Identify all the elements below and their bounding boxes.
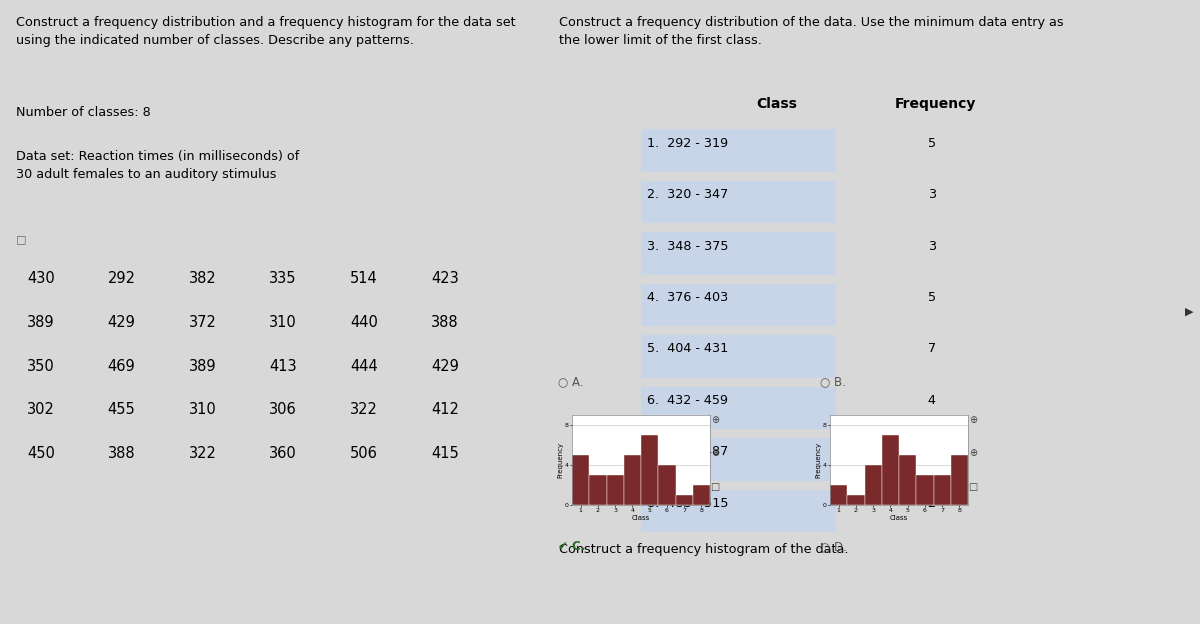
- Bar: [847, 495, 864, 505]
- Text: 306: 306: [270, 402, 298, 417]
- Text: ○ A.: ○ A.: [558, 375, 583, 388]
- Text: 450: 450: [26, 446, 55, 461]
- Text: 469: 469: [108, 359, 136, 374]
- Text: 360: 360: [270, 446, 298, 461]
- Bar: [589, 475, 606, 505]
- Text: ⊕: ⊕: [968, 448, 977, 458]
- FancyBboxPatch shape: [641, 232, 836, 275]
- Bar: [950, 455, 968, 505]
- Text: 350: 350: [26, 359, 55, 374]
- FancyBboxPatch shape: [641, 335, 836, 378]
- Text: 4.  376 - 403: 4. 376 - 403: [647, 291, 728, 304]
- Text: 444: 444: [350, 359, 378, 374]
- Text: 430: 430: [26, 271, 55, 286]
- Text: 310: 310: [270, 315, 298, 330]
- Text: 3: 3: [928, 188, 936, 201]
- FancyBboxPatch shape: [641, 387, 836, 429]
- Text: 6.  432 - 459: 6. 432 - 459: [647, 394, 727, 407]
- Text: □: □: [968, 482, 978, 492]
- Text: 7.  460 - 487: 7. 460 - 487: [647, 446, 728, 459]
- Text: 310: 310: [188, 402, 216, 417]
- Text: 389: 389: [26, 315, 54, 330]
- Bar: [692, 485, 710, 505]
- Bar: [899, 455, 917, 505]
- Text: □: □: [710, 482, 720, 492]
- Text: 415: 415: [431, 446, 458, 461]
- Bar: [917, 475, 934, 505]
- Bar: [934, 475, 950, 505]
- Text: 514: 514: [350, 271, 378, 286]
- Bar: [606, 475, 624, 505]
- Text: Frequency: Frequency: [895, 97, 977, 110]
- Text: ○ B.: ○ B.: [820, 375, 846, 388]
- Text: 1: 1: [928, 446, 936, 459]
- Text: 506: 506: [350, 446, 378, 461]
- Text: ⊕: ⊕: [710, 448, 719, 458]
- Text: ○ D.: ○ D.: [820, 540, 847, 553]
- Text: 1.  292 - 319: 1. 292 - 319: [647, 137, 727, 150]
- Text: 5: 5: [928, 137, 936, 150]
- Text: 423: 423: [431, 271, 458, 286]
- Text: ✔ C.: ✔ C.: [558, 540, 586, 553]
- Text: 2.  320 - 347: 2. 320 - 347: [647, 188, 728, 201]
- Bar: [572, 455, 589, 505]
- Text: Class: Class: [756, 97, 797, 110]
- Bar: [676, 495, 692, 505]
- Text: 5: 5: [928, 291, 936, 304]
- Text: 292: 292: [108, 271, 136, 286]
- Text: 388: 388: [108, 446, 136, 461]
- Text: 302: 302: [26, 402, 55, 417]
- Bar: [830, 485, 847, 505]
- FancyBboxPatch shape: [641, 490, 836, 532]
- Text: 429: 429: [431, 359, 458, 374]
- FancyBboxPatch shape: [641, 284, 836, 326]
- X-axis label: Class: Class: [632, 515, 650, 521]
- FancyBboxPatch shape: [641, 181, 836, 223]
- Text: ⊕: ⊕: [710, 415, 719, 425]
- FancyBboxPatch shape: [641, 129, 836, 172]
- FancyBboxPatch shape: [641, 438, 836, 480]
- Text: Construct a frequency distribution of the data. Use the minimum data entry as
th: Construct a frequency distribution of th…: [559, 16, 1063, 47]
- Text: 322: 322: [188, 446, 216, 461]
- Text: 382: 382: [188, 271, 216, 286]
- Y-axis label: Frequency: Frequency: [557, 442, 563, 478]
- Y-axis label: Frequency: Frequency: [815, 442, 821, 478]
- Text: ▶: ▶: [1184, 307, 1193, 317]
- Text: 372: 372: [188, 315, 216, 330]
- Bar: [659, 465, 676, 505]
- Bar: [882, 435, 899, 505]
- Bar: [624, 455, 641, 505]
- Text: 4: 4: [928, 394, 936, 407]
- Text: 322: 322: [350, 402, 378, 417]
- Text: □: □: [16, 234, 26, 244]
- Text: 412: 412: [431, 402, 458, 417]
- Text: 7: 7: [928, 343, 936, 356]
- Text: Construct a frequency histogram of the data.: Construct a frequency histogram of the d…: [559, 543, 848, 556]
- Text: 455: 455: [108, 402, 136, 417]
- Text: Data set: Reaction times (in milliseconds) of
30 adult females to an auditory st: Data set: Reaction times (in millisecond…: [16, 150, 300, 181]
- Bar: [864, 465, 882, 505]
- Text: 440: 440: [350, 315, 378, 330]
- Text: 5.  404 - 431: 5. 404 - 431: [647, 343, 728, 356]
- Text: ⊕: ⊕: [968, 415, 977, 425]
- Text: 3.  348 - 375: 3. 348 - 375: [647, 240, 728, 253]
- X-axis label: Class: Class: [890, 515, 908, 521]
- Text: 389: 389: [188, 359, 216, 374]
- Text: 2: 2: [928, 497, 936, 510]
- Text: 8.  488 - 515: 8. 488 - 515: [647, 497, 728, 510]
- Bar: [641, 435, 659, 505]
- Text: 429: 429: [108, 315, 136, 330]
- Text: 335: 335: [270, 271, 296, 286]
- Text: 413: 413: [270, 359, 298, 374]
- Text: 388: 388: [431, 315, 458, 330]
- Text: Number of classes: 8: Number of classes: 8: [16, 106, 151, 119]
- Text: Construct a frequency distribution and a frequency histogram for the data set
us: Construct a frequency distribution and a…: [16, 16, 516, 47]
- Text: 3: 3: [928, 240, 936, 253]
